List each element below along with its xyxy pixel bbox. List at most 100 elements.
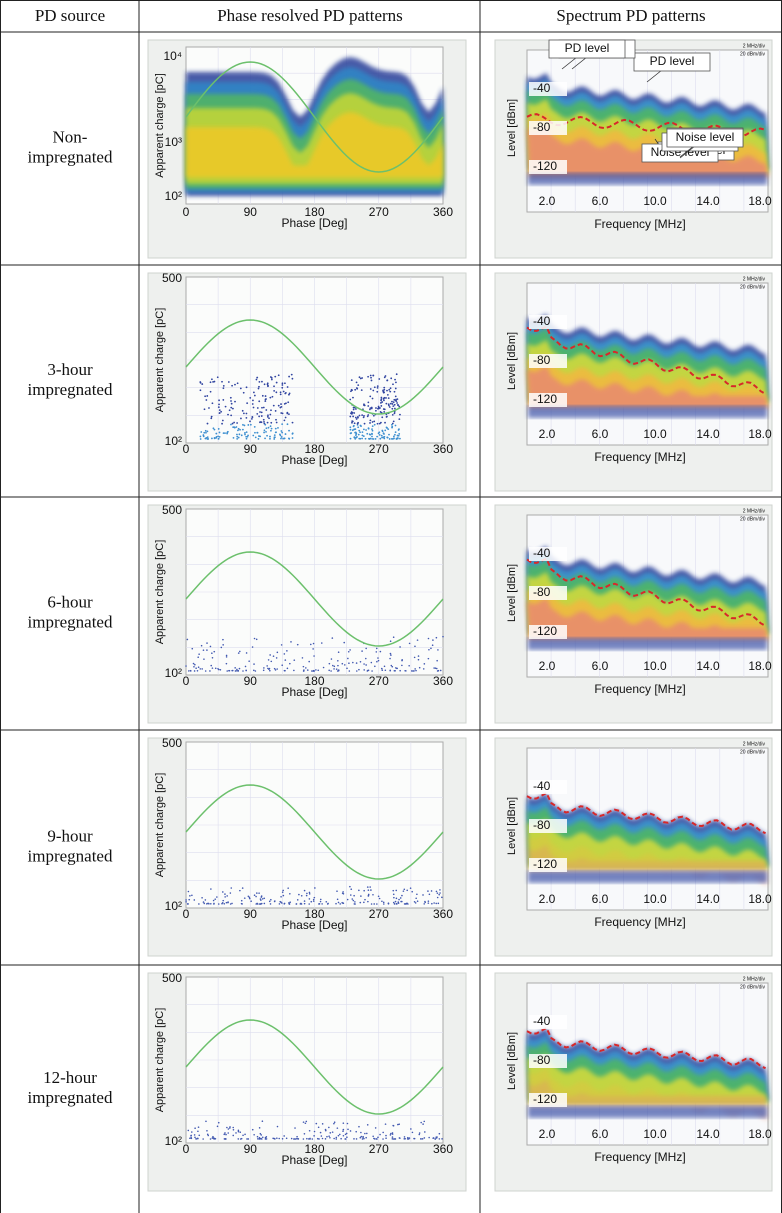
x-axis-label: Frequency [MHz] bbox=[594, 1150, 685, 1164]
pd-dot bbox=[379, 407, 381, 409]
pd-dot bbox=[382, 1138, 384, 1140]
pd-dot bbox=[247, 424, 250, 426]
scale-note: 2 MHz/div bbox=[743, 741, 766, 747]
pd-dot bbox=[242, 1134, 244, 1137]
pd-dot bbox=[302, 1138, 305, 1140]
pd-dot bbox=[422, 668, 425, 670]
annotation-box bbox=[548, 39, 626, 59]
pd-dot bbox=[441, 1138, 443, 1140]
pd-dot bbox=[211, 656, 214, 659]
y-tick-label: 10² bbox=[165, 189, 182, 203]
pd-dot bbox=[394, 378, 396, 381]
pd-dot bbox=[249, 420, 251, 423]
pd-dot bbox=[258, 415, 261, 418]
pd-dot bbox=[274, 900, 276, 902]
pd-dot bbox=[214, 667, 217, 670]
pd-dot bbox=[269, 376, 272, 378]
pd-dot bbox=[414, 902, 417, 904]
pd-dot bbox=[358, 414, 361, 417]
pd-dot bbox=[391, 414, 394, 416]
pd-dot bbox=[236, 422, 239, 424]
pd-dot bbox=[351, 389, 353, 392]
x-tick-label: 2.0 bbox=[539, 659, 556, 673]
pd-dot bbox=[369, 422, 371, 424]
sine-reference bbox=[185, 784, 444, 880]
pd-dot bbox=[281, 891, 284, 893]
pd-dot bbox=[365, 429, 367, 431]
pd-dot bbox=[395, 400, 398, 403]
pd-dot bbox=[306, 1137, 308, 1140]
pd-dot bbox=[286, 650, 288, 652]
pd-dot bbox=[411, 890, 414, 893]
pd-dot bbox=[351, 421, 353, 424]
pd-dot bbox=[259, 903, 262, 905]
pd-dot bbox=[413, 900, 416, 903]
x-tick-label: 90 bbox=[244, 442, 258, 456]
pd-dot bbox=[367, 427, 370, 430]
y-tick-label: -80 bbox=[533, 120, 551, 134]
pd-dot bbox=[374, 409, 377, 412]
x-tick-label: 14.0 bbox=[696, 194, 720, 208]
pd-dot bbox=[206, 395, 209, 397]
pd-dot bbox=[354, 901, 356, 903]
pd-dot bbox=[400, 900, 402, 903]
pd-dot bbox=[284, 392, 287, 395]
pd-dot bbox=[232, 436, 235, 439]
pd-dot bbox=[433, 667, 435, 669]
pd-dot bbox=[197, 666, 200, 668]
pd-dot bbox=[427, 900, 430, 902]
pd-dot bbox=[255, 378, 258, 381]
x-tick-label: 18.0 bbox=[748, 194, 772, 208]
pd-dot bbox=[245, 437, 248, 440]
pd-dot bbox=[360, 895, 362, 897]
pd-dot bbox=[237, 436, 240, 439]
pd-dot bbox=[234, 670, 237, 672]
pd-dot bbox=[261, 394, 264, 397]
pd-dot bbox=[237, 1138, 240, 1140]
pd-dot bbox=[300, 894, 303, 897]
pd-dot bbox=[280, 412, 283, 414]
pd-dot bbox=[371, 425, 374, 428]
pd-dot bbox=[316, 1137, 319, 1140]
pd-dot bbox=[361, 377, 364, 379]
pd-dot bbox=[252, 434, 255, 437]
pd-dot bbox=[398, 418, 401, 421]
pd-dot bbox=[357, 433, 360, 436]
pd-source: impregnated bbox=[28, 612, 113, 631]
pd-dot bbox=[367, 437, 370, 440]
pd-dot bbox=[232, 1134, 235, 1137]
y-axis-label: Level [dBm] bbox=[506, 1032, 518, 1090]
pd-dot bbox=[269, 654, 271, 656]
scale-note: 2 MHz/div bbox=[743, 43, 766, 49]
pd-dot bbox=[277, 426, 279, 429]
pd-dot bbox=[392, 889, 395, 892]
pd-dot bbox=[280, 405, 283, 408]
pd-dot bbox=[348, 662, 350, 665]
pd-dot bbox=[314, 887, 316, 889]
pd-dot bbox=[321, 1123, 324, 1125]
pd-dot bbox=[237, 1129, 240, 1132]
pd-dot bbox=[336, 898, 339, 901]
pd-dot bbox=[250, 900, 252, 902]
pd-dot bbox=[276, 668, 279, 670]
pd-dot bbox=[229, 892, 232, 894]
pd-dot bbox=[272, 655, 275, 657]
pd-dot bbox=[410, 670, 413, 672]
pd-dot bbox=[190, 1131, 193, 1133]
pd-dot bbox=[296, 1135, 298, 1138]
pd-dot bbox=[325, 900, 328, 903]
pd-dot bbox=[371, 437, 374, 440]
pd-dot bbox=[363, 663, 365, 665]
pd-dot bbox=[284, 416, 287, 419]
pd-dot bbox=[415, 897, 417, 900]
pd-dot bbox=[261, 898, 264, 900]
pd-dot bbox=[206, 430, 209, 433]
pd-dot bbox=[273, 438, 276, 440]
pd-dot bbox=[280, 403, 282, 405]
annotation-pointer bbox=[646, 69, 663, 83]
pd-dot bbox=[308, 660, 310, 663]
pd-dot bbox=[220, 410, 223, 413]
noise-floor bbox=[528, 870, 767, 883]
x-axis-label: Phase [Deg] bbox=[281, 453, 347, 467]
